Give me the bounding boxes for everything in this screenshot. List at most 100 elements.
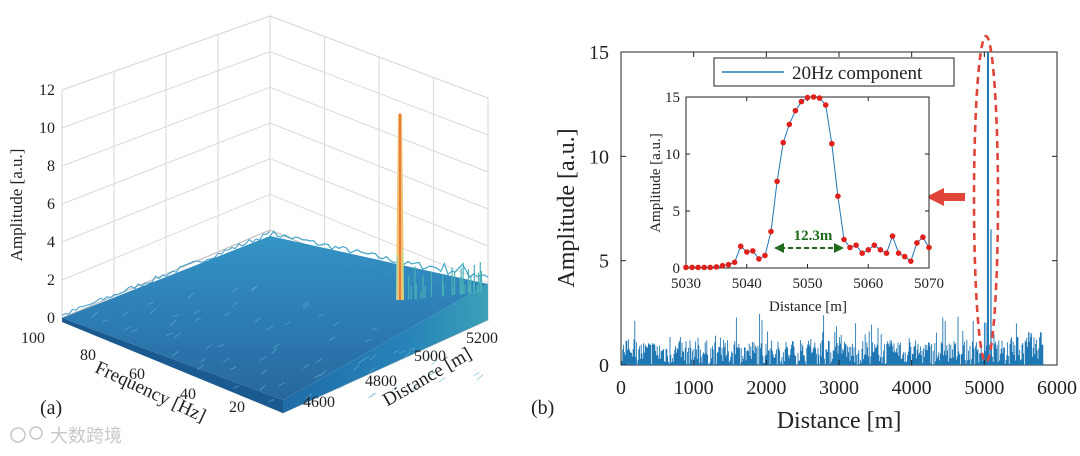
svg-text:2: 2 <box>47 272 55 289</box>
inset-x-tick-5070: 5070 <box>914 97 944 292</box>
svg-text:10: 10 <box>665 147 680 163</box>
frequency-tick-60: 60 <box>129 366 145 383</box>
distance-tick-5000: 5000 <box>414 348 446 365</box>
svg-text:0: 0 <box>599 355 609 377</box>
inset-point <box>883 250 890 256</box>
highlight-ellipse <box>972 34 1000 364</box>
inset-point <box>774 178 780 185</box>
svg-text:10: 10 <box>39 120 55 137</box>
frequency-tick-80: 80 <box>80 347 96 364</box>
inset-point <box>877 247 884 253</box>
inset-annotation: 12.3m <box>774 228 844 253</box>
svg-text:5200: 5200 <box>466 330 498 347</box>
svg-text:6: 6 <box>47 196 55 213</box>
inset-frame <box>685 96 930 269</box>
inset-point <box>744 249 750 255</box>
inset-point <box>859 250 865 256</box>
inset-point <box>853 242 859 248</box>
panel-a-3d-surface: 0 2 4 6 8 10 12 100 80 60 40 20 4600 4800 5000 5200 A… <box>7 15 498 427</box>
svg-text:15: 15 <box>589 42 609 64</box>
z-axis-label: Amplitude [a.u.] <box>7 149 26 262</box>
inset-point <box>719 262 726 269</box>
surface-front-left <box>62 318 283 413</box>
z-tick-10: 10 <box>39 120 55 137</box>
svg-text:20: 20 <box>229 399 245 416</box>
y-axis-label: Amplitude [a.u.] <box>554 128 580 287</box>
width-arrow-right <box>834 243 844 253</box>
svg-text:80: 80 <box>80 347 96 364</box>
svg-text:5050: 5050 <box>793 276 823 292</box>
x-tick-2000: 2000 <box>746 52 786 399</box>
svg-text:5030: 5030 <box>671 276 701 292</box>
inset-plot: 5030 5040 5050 5060 5070 0 5 10 15 12.3m Distanc… <box>648 90 944 315</box>
inset-point <box>926 244 932 251</box>
svg-text:5000: 5000 <box>414 348 446 365</box>
inset-point <box>829 140 835 147</box>
y-tick-15: 15 <box>589 42 1057 64</box>
svg-text:5000: 5000 <box>964 377 1004 399</box>
svg-text:1000: 1000 <box>674 377 714 399</box>
legend: 20Hz component <box>713 57 955 87</box>
inset-y-tick-15: 15 <box>665 90 929 106</box>
series-20hz-component <box>621 52 1044 365</box>
svg-text:4000: 4000 <box>892 377 932 399</box>
svg-text:40: 40 <box>180 386 196 403</box>
inset-point <box>798 98 805 105</box>
inset-point <box>895 250 902 256</box>
frequency-tick-20: 20 <box>229 399 245 416</box>
svg-text:8: 8 <box>47 158 55 175</box>
svg-text:0: 0 <box>616 377 626 399</box>
svg-text:15: 15 <box>665 90 680 106</box>
inset-point <box>701 264 707 271</box>
inset-point <box>707 264 714 271</box>
svg-text:100: 100 <box>21 330 45 347</box>
x-tick-6000: 6000 <box>1037 52 1077 399</box>
inset-point <box>835 193 841 199</box>
inset-point <box>841 236 847 243</box>
panel-b-line-plot: 0 1000 2000 3000 4000 5000 6000 0 5 10 15 Distanc… <box>531 34 1077 434</box>
surface-noise <box>61 230 489 406</box>
width-arrow-left <box>774 243 784 253</box>
z-ticks: 0 2 4 6 8 10 12 <box>39 82 55 327</box>
inset-x-tick-5040: 5040 <box>732 97 762 292</box>
svg-text:0: 0 <box>673 261 681 277</box>
inset-x-tick-5060: 5060 <box>853 97 883 292</box>
inset-point <box>901 253 908 260</box>
inset-point <box>889 233 896 239</box>
x-tick-1000: 1000 <box>674 52 714 399</box>
z-tick-2: 2 <box>47 272 55 289</box>
frequency-ticks: 100 80 60 40 20 <box>21 330 245 416</box>
inset-y-tick-10: 10 <box>665 147 929 163</box>
svg-text:3000: 3000 <box>819 377 859 399</box>
inset-point <box>731 259 738 266</box>
inset-point <box>725 261 732 268</box>
y-tick-5: 5 <box>599 251 1057 273</box>
watermark-text: 大数跨境 <box>50 426 122 447</box>
inset-y-label: Amplitude [a.u.] <box>648 133 664 233</box>
inset-point <box>762 252 768 259</box>
inset-point <box>689 264 695 271</box>
y-tick-0: 0 <box>599 355 1057 377</box>
x-ticks: 0 1000 2000 3000 4000 5000 6000 <box>616 52 1077 399</box>
y-tick-10: 10 <box>589 146 1057 168</box>
panel-b-label: (b) <box>531 397 554 419</box>
x-tick-3000: 3000 <box>819 52 859 399</box>
inset-point <box>756 256 762 262</box>
distance-tick-4800: 4800 <box>365 373 397 390</box>
distance-tick-5200: 5200 <box>466 330 498 347</box>
inset-point <box>908 258 914 265</box>
svg-text:12: 12 <box>39 82 55 99</box>
inset-ticks: 5030 5040 5050 5060 5070 0 5 10 15 <box>665 90 944 292</box>
y-ticks: 0 5 10 15 <box>589 42 1057 377</box>
frequency-tick-100: 100 <box>21 330 45 347</box>
inset-series <box>683 94 932 271</box>
inset-point <box>780 139 786 146</box>
x-axis-label: Distance [m] <box>777 408 902 434</box>
z-tick-4: 4 <box>47 234 55 251</box>
inset-point <box>792 107 799 114</box>
distance-tick-4600: 4600 <box>303 394 335 411</box>
surface-peak <box>396 113 404 300</box>
svg-text:2000: 2000 <box>746 377 786 399</box>
inset-point <box>822 102 829 108</box>
svg-text:6000: 6000 <box>1037 377 1077 399</box>
